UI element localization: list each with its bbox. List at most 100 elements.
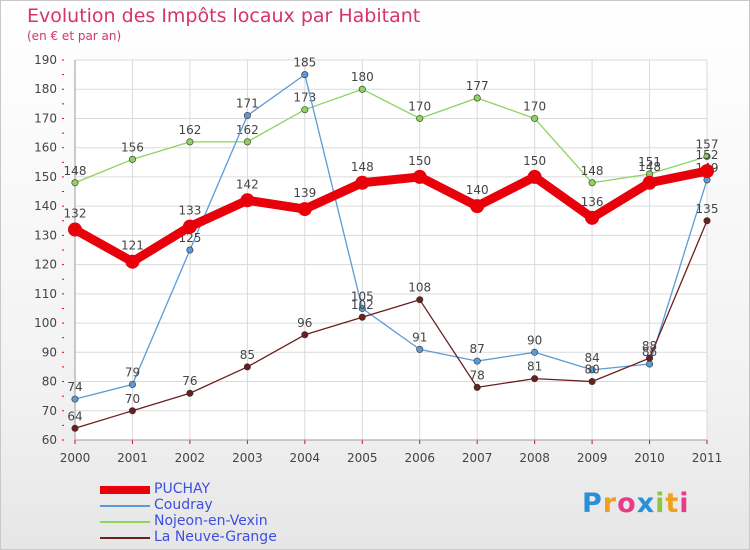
data-label-coudray: 79 <box>125 365 140 379</box>
data-label-la-neuve-grange: 64 <box>67 409 82 423</box>
logo-letter: x <box>636 488 656 519</box>
data-label-coudray: 185 <box>293 56 316 70</box>
y-tick-label: 80 <box>42 375 57 389</box>
data-label-la-neuve-grange: 108 <box>408 281 431 295</box>
series-line-la-neuve-grange <box>74 220 708 429</box>
data-label-la-neuve-grange: 96 <box>297 316 312 330</box>
y-tick-label: 190 <box>34 53 57 67</box>
data-label-coudray: 105 <box>351 289 374 303</box>
data-point-nojeon-en-vexin <box>301 106 309 114</box>
logo-letter: r <box>602 488 618 519</box>
legend-swatch-neuve-grange <box>100 537 150 539</box>
y-tick-label: 170 <box>34 111 57 125</box>
data-label-puchay: 140 <box>466 183 489 197</box>
data-point-coudray <box>186 246 194 254</box>
data-point-la-neuve-grange <box>531 375 539 383</box>
data-point-puchay <box>297 202 312 217</box>
data-label-nojeon-en-vexin: 151 <box>638 155 661 169</box>
y-tick-label: 60 <box>42 433 57 447</box>
y-tick-label: 140 <box>34 199 57 213</box>
data-point-coudray <box>646 360 654 368</box>
data-label-coudray: 84 <box>584 351 599 365</box>
data-point-nojeon-en-vexin <box>186 138 194 146</box>
data-point-puchay <box>125 254 140 269</box>
data-point-coudray <box>473 357 481 365</box>
data-label-nojeon-en-vexin: 170 <box>523 99 546 113</box>
data-point-nojeon-en-vexin <box>243 138 251 146</box>
data-point-la-neuve-grange <box>358 313 366 321</box>
legend-swatch-puchay <box>100 486 150 494</box>
y-tick-label: 120 <box>34 258 57 272</box>
data-label-la-neuve-grange: 135 <box>696 202 719 216</box>
series-line-puchay <box>70 166 712 267</box>
data-point-coudray <box>243 112 251 120</box>
x-tick-label: 2000 <box>60 451 91 465</box>
data-label-nojeon-en-vexin: 162 <box>236 123 259 137</box>
data-label-puchay: 148 <box>638 160 661 174</box>
legend-swatch-coudray <box>100 505 150 507</box>
data-point-nojeon-en-vexin <box>128 155 136 163</box>
x-tick-label: 2009 <box>577 451 608 465</box>
data-point-la-neuve-grange <box>243 363 251 371</box>
y-tick-label: 160 <box>34 141 57 155</box>
data-point-la-neuve-grange <box>473 383 481 391</box>
x-tick-label: 2006 <box>404 451 435 465</box>
data-point-puchay <box>240 193 255 208</box>
data-point-la-neuve-grange <box>186 389 194 397</box>
legend-label-nojeon: Nojeon-en-Vexin <box>154 513 268 529</box>
x-tick-label: 2003 <box>232 451 263 465</box>
y-tick-label: 130 <box>34 228 57 242</box>
x-tick-label: 2001 <box>117 451 148 465</box>
x-tick-label: 2008 <box>519 451 550 465</box>
x-tick-label: 2005 <box>347 451 378 465</box>
logo-letter: o <box>617 488 637 519</box>
plot-area <box>75 60 707 440</box>
data-point-puchay <box>68 222 82 237</box>
logo-letter: i <box>655 488 666 519</box>
data-label-nojeon-en-vexin: 148 <box>64 164 87 178</box>
data-point-puchay <box>355 175 370 190</box>
data-label-la-neuve-grange: 88 <box>642 339 657 353</box>
data-label-la-neuve-grange: 76 <box>182 374 197 388</box>
data-point-nojeon-en-vexin <box>473 94 481 102</box>
data-label-coudray: 90 <box>527 333 542 347</box>
data-point-nojeon-en-vexin <box>588 179 596 187</box>
data-label-nojeon-en-vexin: 180 <box>351 70 374 84</box>
data-label-puchay: 150 <box>408 154 431 168</box>
data-point-la-neuve-grange <box>128 407 136 415</box>
data-point-la-neuve-grange <box>301 331 309 339</box>
proxiti-logo: Proxiti <box>582 488 690 519</box>
data-label-puchay: 150 <box>523 154 546 168</box>
data-label-puchay: 148 <box>351 160 374 174</box>
data-point-nojeon-en-vexin <box>416 114 424 122</box>
data-label-la-neuve-grange: 81 <box>527 360 542 374</box>
logo-letter: P <box>582 488 603 519</box>
data-point-coudray <box>531 348 539 356</box>
data-point-coudray <box>416 345 424 353</box>
x-tick-label: 2002 <box>175 451 206 465</box>
data-point-nojeon-en-vexin <box>531 114 539 122</box>
chart-title: Evolution des Impôts locaux par Habitant <box>27 5 421 27</box>
y-tick-label: 70 <box>42 404 57 418</box>
y-tick-label: 180 <box>34 82 57 96</box>
data-label-la-neuve-grange: 85 <box>240 348 255 362</box>
data-point-puchay <box>585 210 600 225</box>
x-tick-label: 2010 <box>634 451 665 465</box>
data-point-puchay <box>700 164 714 179</box>
data-label-puchay: 121 <box>121 239 144 253</box>
y-tick-label: 100 <box>34 316 57 330</box>
data-label-coudray: 171 <box>236 97 259 111</box>
data-point-coudray <box>128 380 136 388</box>
data-point-puchay <box>182 219 197 234</box>
data-label-coudray: 87 <box>470 342 485 356</box>
x-tick-label: 2004 <box>290 451 321 465</box>
y-tick-label: 150 <box>34 170 57 184</box>
data-label-nojeon-en-vexin: 177 <box>466 79 489 93</box>
y-tick-label: 90 <box>42 345 57 359</box>
data-point-puchay <box>412 169 427 184</box>
data-label-puchay: 142 <box>236 177 259 191</box>
data-point-coudray <box>301 71 309 79</box>
data-point-la-neuve-grange <box>588 378 596 386</box>
data-point-nojeon-en-vexin <box>703 152 711 160</box>
